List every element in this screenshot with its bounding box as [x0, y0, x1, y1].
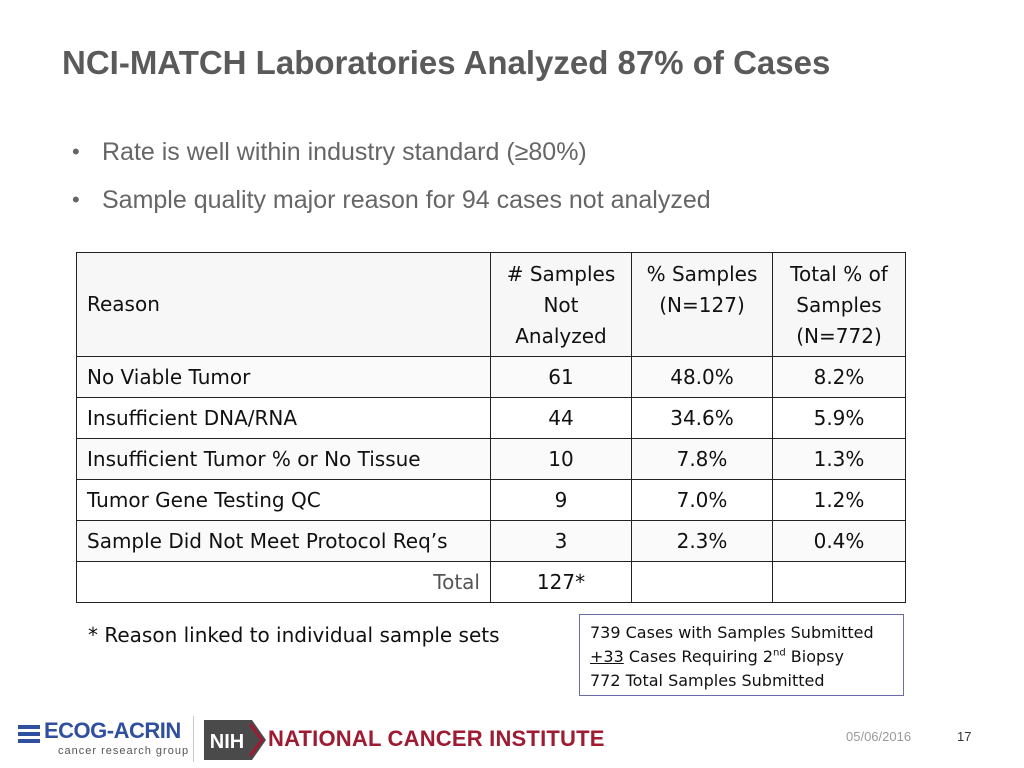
table-header-row: Reason # Samples Not Analyzed % Samples …	[76, 252, 906, 357]
cell-num: 61	[490, 356, 632, 398]
summary-superscript: nd	[773, 647, 786, 659]
bullet-text: Sample quality major reason for 94 cases…	[102, 186, 711, 214]
header-pct-samples: % Samples (N=127)	[631, 252, 773, 357]
slide-title: NCI-MATCH Laboratories Analyzed 87% of C…	[62, 44, 831, 81]
slide-date: 05/06/2016	[846, 729, 912, 744]
header-line: # Samples	[506, 262, 616, 286]
cell-reason: Tumor Gene Testing QC	[76, 479, 491, 521]
cell-pct: 48.0%	[631, 356, 773, 398]
cell-reason: Insufficient DNA/RNA	[76, 397, 491, 439]
header-total-pct: Total % of Samples (N=772)	[772, 252, 906, 357]
header-line: (N=127)	[659, 293, 745, 317]
nih-badge-text: NIH	[210, 731, 244, 753]
cell-pct: 7.8%	[631, 438, 773, 480]
bullet-list: • Rate is well within industry standard …	[72, 135, 711, 231]
summary-line: 772 Total Samples Submitted	[590, 671, 825, 690]
reasons-table: Reason # Samples Not Analyzed % Samples …	[76, 252, 906, 603]
summary-line: +33 Cases Requiring 2nd Biopsy	[590, 645, 893, 669]
header-line: Samples	[796, 293, 882, 317]
bullet-dot-icon: •	[72, 187, 80, 212]
footer-divider	[193, 716, 194, 762]
summary-box: 739 Cases with Samples Submitted +33 Cas…	[579, 614, 904, 696]
header-num-samples: # Samples Not Analyzed	[490, 252, 632, 357]
ecog-acrin-logo: ECOG-ACRIN cancer research group	[14, 716, 192, 760]
header-reason: Reason	[76, 252, 491, 357]
cell-total-pct	[631, 561, 773, 603]
cell-pct: 2.3%	[631, 520, 773, 562]
cell-reason: Insufficient Tumor % or No Tissue	[76, 438, 491, 480]
cell-pct: 7.0%	[631, 479, 773, 521]
summary-line: 739 Cases with Samples Submitted	[590, 623, 874, 642]
header-line: Total % of	[790, 262, 888, 286]
cell-total-label: Total	[76, 561, 491, 603]
header-line: Not	[543, 293, 579, 317]
cell-total-total	[772, 561, 906, 603]
page-number: 17	[957, 729, 972, 744]
table-footnote: * Reason linked to individual sample set…	[88, 623, 500, 647]
header-line: Analyzed	[515, 324, 607, 348]
ecog-logo-subtext: cancer research group	[58, 745, 190, 757]
table-row: Sample Did Not Meet Protocol Req’s 3 2.3…	[76, 520, 906, 562]
ecog-bars-icon	[18, 725, 40, 746]
ecog-logo-name: ECOG-ACRIN	[44, 718, 181, 743]
bullet-item: • Rate is well within industry standard …	[72, 135, 711, 183]
header-line: % Samples	[646, 262, 758, 286]
cell-total: 1.2%	[772, 479, 906, 521]
cell-pct: 34.6%	[631, 397, 773, 439]
header-line: (N=772)	[796, 324, 882, 348]
summary-text: Biopsy	[785, 647, 844, 666]
table-row: Insufficient Tumor % or No Tissue 10 7.8…	[76, 438, 906, 480]
cell-total: 5.9%	[772, 397, 906, 439]
bullet-text: Rate is well within industry standard (≥…	[102, 138, 587, 166]
summary-underlined-count: +33	[590, 647, 624, 666]
cell-num: 10	[490, 438, 632, 480]
cell-total: 0.4%	[772, 520, 906, 562]
cell-total-num: 127*	[490, 561, 632, 603]
table-row: Tumor Gene Testing QC 9 7.0% 1.2%	[76, 479, 906, 521]
cell-total: 1.3%	[772, 438, 906, 480]
summary-text: Cases Requiring 2	[623, 647, 773, 666]
nih-logo-icon: NIH	[204, 720, 266, 760]
table-total-row: Total 127*	[76, 561, 906, 603]
cell-num: 9	[490, 479, 632, 521]
table-row: No Viable Tumor 61 48.0% 8.2%	[76, 356, 906, 398]
cell-num: 3	[490, 520, 632, 562]
cell-total: 8.2%	[772, 356, 906, 398]
bullet-dot-icon: •	[72, 139, 80, 164]
cell-num: 44	[490, 397, 632, 439]
nci-logo-text: NATIONAL CANCER INSTITUTE	[268, 726, 605, 751]
cell-reason: Sample Did Not Meet Protocol Req’s	[76, 520, 491, 562]
cell-reason: No Viable Tumor	[76, 356, 491, 398]
table-row: Insufficient DNA/RNA 44 34.6% 5.9%	[76, 397, 906, 439]
bullet-item: • Sample quality major reason for 94 cas…	[72, 183, 711, 231]
